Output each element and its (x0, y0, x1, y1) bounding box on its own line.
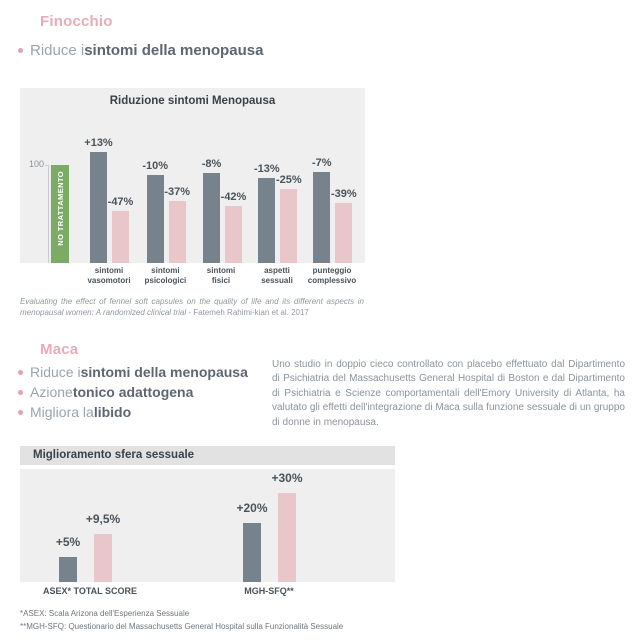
bullet-dot-icon (18, 389, 23, 395)
bar-pink-sintomi-fisici-value: -42% (220, 191, 247, 203)
maca-chart-category-mghsfq: MGH-SFQ** (244, 586, 294, 596)
y-axis-line (48, 165, 49, 263)
y-axis-tick-100: 100 (28, 159, 44, 169)
bar-gray-mgh-sfq--value: +20% (236, 501, 268, 515)
maca-chart-category-asex: ASEX* TOTAL SCORE (42, 586, 138, 596)
fennel-bullet-1: Riduce i sintomi della menopausa (18, 42, 263, 59)
fennel-chart-title: Riduzione sintomi Menopausa (109, 95, 276, 107)
fennel-source-note: Evaluating the effect of fennel soft cap… (20, 296, 364, 318)
bar-gray-punteggio-complessivo-value: -7% (312, 157, 332, 169)
maca-bullet-3: Migliora la libido (18, 404, 131, 420)
bar-no-trattamento: NO TRATTAMENTO (51, 165, 69, 263)
fennel-section-title: Finocchio (40, 13, 113, 30)
bar-gray-sintomi-fisici-value: -8% (201, 158, 222, 170)
maca-chart-title: Miglioramento sfera sessuale (33, 449, 195, 461)
fennel-source-study: Evaluating the effect of fennel soft cap… (20, 297, 364, 317)
y-axis-tick-mark (45, 165, 49, 166)
maca-bullet-1: Riduce i sintomi della menopausa (18, 364, 248, 380)
bar-gray-aspetti-sessuali (258, 178, 276, 263)
bar-gray-asex-total-score-value: +5% (55, 535, 81, 549)
bar-pink-sintomi-vasomotori (112, 211, 129, 263)
category-label-aspetti-sessuali: aspetti sessuali (261, 266, 293, 285)
maca-study-paragraph: Uno studio in doppio cieco controllato c… (272, 359, 625, 428)
bar-pink-sintomi-psicologici-value: -37% (164, 186, 191, 198)
fennel-source-authors: - Fatemeh Rahimi-kian et al. 2017 (186, 308, 309, 317)
bullet-dot-icon (18, 369, 23, 375)
maca-section-title: Maca (40, 341, 79, 358)
bar-pink-punteggio-complessivo (335, 203, 353, 263)
maca-bullet-3-text: Migliora la (30, 404, 94, 420)
maca-chart-header: Miglioramento sfera sessuale (20, 446, 395, 465)
maca-chart: +5% +9,5% +20% +30% (20, 469, 395, 582)
bar-pink-asex-total-score-value: +9,5% (85, 512, 121, 526)
bar-gray-asex-total-score (59, 557, 77, 582)
bar-pink-mgh-sfq- (278, 493, 296, 582)
bar-gray-mgh-sfq- (243, 523, 261, 582)
fennel-bullet-1-bold: sintomi della menopausa (84, 42, 264, 59)
bullet-dot-icon (18, 48, 23, 53)
category-label-sintomi-psicologici: sintomi psicologici (144, 266, 187, 285)
bar-pink-sintomi-fisici (225, 206, 242, 263)
bar-gray-sintomi-vasomotori (90, 152, 107, 263)
fennel-bullet-1-text: Riduce i (30, 42, 85, 59)
no-trattamento-label: NO TRATTAMENTO (55, 171, 65, 246)
bar-gray-sintomi-vasomotori-value: +13% (84, 137, 113, 149)
bar-pink-sintomi-psicologici (168, 201, 186, 263)
category-label-sintomi-vasomotori: sintomi vasomotori (87, 266, 131, 285)
asex-footnote: *ASEX: Scala Arizona dell'Esperienza Ses… (20, 609, 190, 618)
bar-gray-punteggio-complessivo (313, 172, 331, 263)
maca-bullet-2: Azione tonico adattogena (18, 384, 193, 400)
bar-pink-aspetti-sessuali-value: -25% (275, 174, 302, 186)
bar-gray-sintomi-fisici (203, 173, 220, 263)
mghsfq-footnote: **MGH-SFQ: Questionario del Massachusett… (20, 622, 344, 631)
bar-pink-punteggio-complessivo-value: -39% (330, 188, 357, 200)
maca-bullet-2-text: Azione (30, 384, 73, 400)
bar-gray-sintomi-psicologici-value: -10% (142, 160, 169, 172)
bar-pink-mgh-sfq--value: +30% (271, 471, 303, 485)
bar-pink-sintomi-vasomotori-value: -47% (107, 196, 134, 208)
bar-gray-aspetti-sessuali-value: -13% (253, 163, 280, 175)
category-label-sintomi-fisici: sintomi fisici (206, 266, 236, 285)
bar-gray-sintomi-psicologici (146, 175, 164, 263)
fennel-chart: Riduzione sintomi Menopausa 100 NO TRATT… (20, 88, 365, 263)
maca-bullet-2-bold: tonico adattogena (72, 384, 194, 400)
category-label-punteggio-complessivo: punteggio complessivo (307, 266, 357, 285)
bar-pink-asex-total-score (94, 534, 112, 582)
maca-bullet-3-bold: libido (93, 404, 132, 420)
bar-pink-aspetti-sessuali (280, 189, 298, 263)
bullet-dot-icon (18, 409, 23, 415)
maca-bullet-1-text: Riduce i (30, 364, 81, 380)
maca-bullet-1-bold: sintomi della menopausa (80, 364, 248, 380)
